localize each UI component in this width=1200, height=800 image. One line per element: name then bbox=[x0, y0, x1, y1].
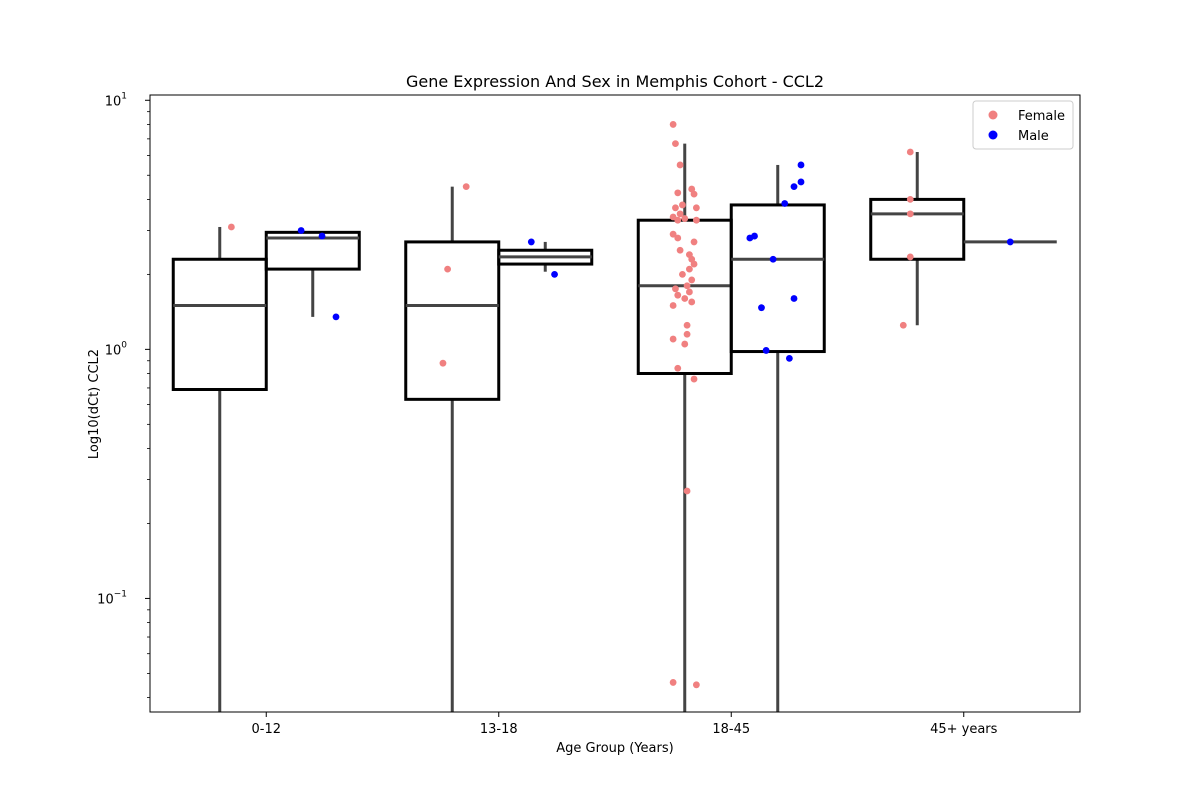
y-tick-label: 10−1 bbox=[97, 589, 127, 607]
data-point-female bbox=[674, 234, 682, 242]
data-point-female bbox=[674, 364, 682, 372]
box-group-female bbox=[404, 186, 501, 712]
data-point-female bbox=[688, 298, 696, 306]
points-layer bbox=[227, 121, 1014, 689]
data-point-female bbox=[683, 487, 691, 495]
boxes-layer bbox=[171, 143, 1057, 712]
chart-title: Gene Expression And Sex in Memphis Cohor… bbox=[406, 72, 824, 91]
legend-label-male: Male bbox=[1018, 129, 1049, 144]
box-female bbox=[404, 240, 501, 401]
data-point-male bbox=[758, 304, 765, 312]
data-point-female bbox=[906, 148, 914, 156]
data-point-female bbox=[681, 295, 689, 302]
data-point-female bbox=[681, 340, 689, 348]
legend-label-female: Female bbox=[1018, 109, 1065, 124]
data-point-female bbox=[690, 190, 698, 198]
data-point-male bbox=[781, 200, 789, 207]
data-point-female bbox=[679, 201, 686, 209]
y-axis: 101 100 10−1 bbox=[97, 91, 150, 698]
data-point-male bbox=[769, 255, 777, 263]
data-point-male bbox=[1006, 238, 1014, 246]
data-point-female bbox=[683, 282, 691, 290]
y-tick-label: 101 bbox=[105, 91, 127, 109]
data-point-male bbox=[332, 313, 340, 321]
box-group-male bbox=[729, 164, 826, 712]
data-point-female bbox=[669, 121, 677, 128]
data-point-male bbox=[797, 178, 805, 186]
box-female bbox=[869, 197, 966, 261]
plot-frame bbox=[149, 94, 1081, 713]
data-point-female bbox=[906, 253, 914, 261]
data-point-female bbox=[676, 246, 684, 254]
x-tick-label: 18-45 bbox=[712, 722, 750, 737]
data-point-female bbox=[906, 210, 914, 218]
data-point-female bbox=[676, 210, 684, 218]
data-point-female bbox=[669, 302, 677, 309]
legend-marker-male bbox=[988, 130, 998, 140]
box-group-male bbox=[497, 241, 594, 272]
data-point-male bbox=[785, 354, 793, 362]
y-axis-label: Log10(dCt) CCL2 bbox=[87, 349, 102, 459]
data-point-female bbox=[690, 260, 698, 268]
data-point-female bbox=[672, 140, 679, 147]
data-point-female bbox=[672, 285, 679, 293]
x-tick-label: 0-12 bbox=[251, 722, 281, 737]
data-point-female bbox=[899, 321, 907, 329]
data-point-male bbox=[790, 295, 798, 302]
data-point-female bbox=[690, 238, 698, 246]
data-point-female bbox=[676, 161, 684, 169]
data-point-male bbox=[797, 161, 805, 169]
box-male bbox=[264, 230, 361, 271]
data-point-female bbox=[690, 375, 698, 383]
data-point-female bbox=[683, 321, 691, 329]
data-point-female bbox=[681, 215, 689, 222]
data-point-female bbox=[683, 330, 691, 338]
data-point-male bbox=[790, 183, 798, 191]
data-point-male bbox=[297, 227, 305, 234]
data-point-female bbox=[686, 265, 693, 273]
data-point-female bbox=[692, 216, 700, 224]
data-point-male bbox=[318, 232, 326, 240]
data-point-female bbox=[674, 189, 682, 197]
data-point-female bbox=[669, 679, 677, 686]
data-point-female bbox=[906, 195, 914, 203]
box-male bbox=[729, 203, 826, 354]
x-axis-label: Age Group (Years) bbox=[556, 741, 673, 756]
data-point-female bbox=[692, 204, 700, 212]
data-point-female bbox=[688, 276, 696, 284]
x-tick-label: 13-18 bbox=[480, 722, 518, 737]
data-point-female bbox=[672, 204, 679, 212]
data-point-male bbox=[551, 270, 558, 278]
box-group-female bbox=[171, 226, 268, 712]
data-point-male bbox=[762, 347, 770, 354]
data-point-female bbox=[692, 681, 700, 689]
data-point-female bbox=[679, 270, 686, 278]
box-female bbox=[171, 257, 268, 391]
legend-marker-female bbox=[988, 110, 998, 120]
data-point-female bbox=[686, 288, 693, 296]
data-point-female bbox=[227, 223, 235, 231]
data-point-female bbox=[439, 359, 447, 367]
x-axis: 0-12 13-18 18-45 45+ years bbox=[251, 712, 998, 737]
data-point-female bbox=[674, 291, 682, 299]
box-group-female bbox=[869, 151, 966, 326]
data-point-female bbox=[669, 335, 677, 343]
data-point-male bbox=[527, 238, 535, 246]
y-tick-label: 100 bbox=[105, 340, 128, 358]
x-tick-label: 45+ years bbox=[930, 722, 998, 737]
data-point-female bbox=[444, 265, 451, 273]
data-point-female bbox=[669, 230, 677, 238]
data-point-female bbox=[462, 183, 470, 191]
data-point-female bbox=[674, 216, 682, 224]
data-point-male bbox=[746, 234, 754, 242]
legend-frame bbox=[972, 100, 1074, 150]
box-group-male bbox=[264, 230, 361, 317]
legend: Female Male bbox=[972, 100, 1074, 150]
